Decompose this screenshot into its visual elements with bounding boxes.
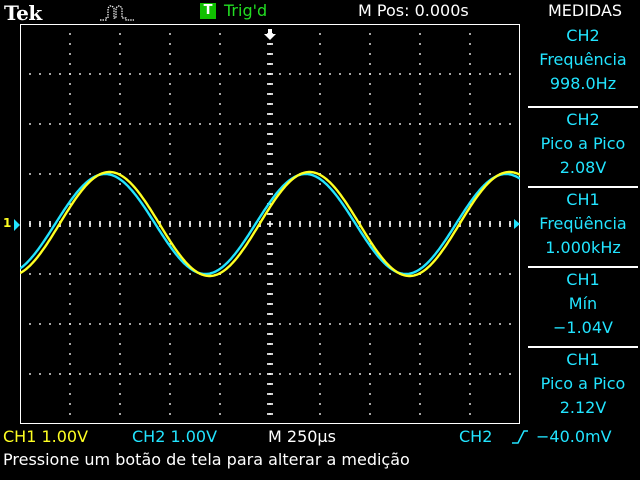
ch1-marker-label: 1 [3,216,12,230]
measure-slot-5[interactable]: CH1 Pico a Pico 2.12V [528,346,638,428]
pulse-acquire-icon [100,2,134,26]
waveform-display [19,23,521,425]
measurements-panel: CH2 Frequência 998.0Hz CH2 Pico a Pico 2… [528,24,640,424]
graticule-grid [19,23,521,425]
help-message: Pressione um botão de tela para alterar … [3,450,410,469]
horizontal-position: M Pos: 0.000s [358,1,469,20]
trigger-position-marker [264,34,276,40]
ch1-ground-marker: 1 [2,215,20,235]
trigger-level: −40.0mV [536,427,612,446]
measure-value: 2.12V [559,398,607,417]
measure-label: Frequência [539,50,627,69]
measure-value: 2.08V [559,158,607,177]
menu-title: MEDIDAS [547,1,623,20]
measure-label: Freqüência [539,214,627,233]
measure-slot-1[interactable]: CH2 Frequência 998.0Hz [528,24,638,104]
ch2-scale: CH2 1.00V [132,427,218,446]
measure-slot-2[interactable]: CH2 Pico a Pico 2.08V [528,106,638,188]
ch1-scale: CH1 1.00V [3,427,89,446]
top-status-bar: Tek T Trig'd M Pos: 0.000s MEDIDAS [0,0,640,26]
measure-slot-3[interactable]: CH1 Freqüência 1.000kHz [528,186,638,268]
trigger-level-marker [514,219,520,229]
measure-label: Pico a Pico [540,134,626,153]
trigger-status: Trig'd [224,1,268,20]
measure-channel: CH1 [566,270,600,289]
measure-channel: CH2 [566,110,600,129]
bottom-status-bar: CH1 1.00V CH2 1.00V M 250µs CH2 −40.0mV [0,426,640,448]
measure-label: Pico a Pico [540,374,626,393]
measure-channel: CH1 [566,190,600,209]
rising-edge-icon [510,429,530,449]
trigger-source: CH2 [459,427,493,446]
measure-value: 1.000kHz [545,238,621,257]
measure-slot-4[interactable]: CH1 Mín −1.04V [528,266,638,348]
trigger-badge: T [200,3,216,19]
measure-channel: CH2 [566,26,600,45]
measure-channel: CH1 [566,350,600,369]
timebase: M 250µs [268,427,336,446]
measure-value: −1.04V [553,318,613,337]
ch1-waveform [19,170,521,278]
trigger-position-stem [268,29,272,34]
brand-logo: Tek [4,1,42,25]
measure-label: Mín [568,294,598,313]
measure-value: 998.0Hz [549,74,617,93]
